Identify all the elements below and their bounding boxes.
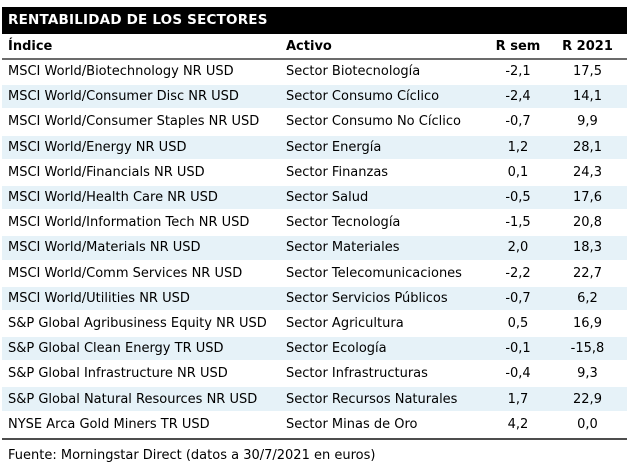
cell-activo: Sector Consumo No Cíclico (280, 110, 488, 136)
table-header: Índice Activo R sem R 2021 (2, 34, 627, 60)
cell-activo: Sector Ecología (280, 337, 488, 363)
cell-activo: Sector Biotecnología (280, 60, 488, 86)
cell-r-sem: 0,5 (488, 312, 548, 338)
table-body: MSCI World/Biotechnology NR USD Sector Bi… (2, 60, 627, 438)
table-row: S&P Global Infrastructure NR USD Sector I… (2, 362, 627, 388)
cell-r-sem: 4,2 (488, 413, 548, 438)
cell-activo: Sector Materiales (280, 236, 488, 262)
table-row: MSCI World/Information Tech NR USD Sector… (2, 211, 627, 237)
cell-r-sem: 1,7 (488, 387, 548, 413)
cell-indice: MSCI World/Health Care NR USD (2, 185, 280, 212)
column-header-indice: Índice (2, 34, 280, 60)
source-note: Fuente: Morningstar Direct (datos a 30/7… (8, 447, 376, 463)
table-row: MSCI World/Energy NR USD Sector Energía 1,… (2, 135, 627, 161)
cell-activo: Sector Minas de Oro (280, 413, 488, 438)
cell-r-2021: 22,9 (548, 387, 627, 413)
cell-r-2021: 18,3 (548, 236, 627, 262)
cell-r-sem: -0,1 (488, 337, 548, 363)
table-row: MSCI World/Financials NR USD Sector Finan… (2, 161, 627, 186)
cell-r-sem: -0,5 (488, 185, 548, 212)
cell-r-sem: 0,1 (488, 161, 548, 186)
cell-indice: MSCI World/Consumer Staples NR USD (2, 110, 280, 136)
cell-indice: S&P Global Natural Resources NR USD (2, 387, 280, 413)
cell-indice: S&P Global Infrastructure NR USD (2, 362, 280, 388)
cell-activo: Sector Telecomunicaciones (280, 262, 488, 287)
cell-r-sem: 2,0 (488, 236, 548, 262)
cell-indice: MSCI World/Consumer Disc NR USD (2, 85, 280, 111)
cell-r-sem: -2,1 (488, 60, 548, 86)
cell-activo: Sector Tecnología (280, 211, 488, 237)
cell-r-2021: 17,5 (548, 60, 627, 86)
cell-r-sem: -0,4 (488, 362, 548, 388)
cell-r-2021: 20,8 (548, 211, 627, 237)
sector-returns-table: Índice Activo R sem R 2021 MSCI World/Bi… (2, 34, 627, 438)
cell-r-sem: -2,2 (488, 262, 548, 287)
cell-r-2021: 0,0 (548, 413, 627, 438)
cell-r-2021: 9,3 (548, 362, 627, 388)
cell-indice: MSCI World/Biotechnology NR USD (2, 60, 280, 86)
cell-r-sem: 1,2 (488, 135, 548, 161)
cell-indice: MSCI World/Energy NR USD (2, 135, 280, 161)
cell-r-2021: 6,2 (548, 286, 627, 312)
table-row: NYSE Arca Gold Miners TR USD Sector Minas… (2, 413, 627, 438)
cell-r-2021: 9,9 (548, 110, 627, 136)
cell-indice: MSCI World/Utilities NR USD (2, 286, 280, 312)
cell-r-2021: 16,9 (548, 312, 627, 338)
panel-title: RENTABILIDAD DE LOS SECTORES (2, 7, 627, 34)
cell-indice: MSCI World/Materials NR USD (2, 236, 280, 262)
table-row: S&P Global Clean Energy TR USD Sector Eco… (2, 337, 627, 363)
cell-activo: Sector Energía (280, 135, 488, 161)
cell-activo: Sector Agricultura (280, 312, 488, 338)
table-row: MSCI World/Comm Services NR USD Sector Te… (2, 262, 627, 287)
cell-r-sem: -0,7 (488, 286, 548, 312)
table-row: MSCI World/Materials NR USD Sector Materi… (2, 236, 627, 262)
cell-activo: Sector Consumo Cíclico (280, 85, 488, 111)
cell-r-2021: 24,3 (548, 161, 627, 186)
cell-activo: Sector Infrastructuras (280, 362, 488, 388)
table-bottom-rule (2, 437, 627, 440)
cell-r-2021: 14,1 (548, 85, 627, 111)
table-row: MSCI World/Consumer Disc NR USD Sector Co… (2, 85, 627, 111)
cell-r-2021: 28,1 (548, 135, 627, 161)
cell-indice: MSCI World/Information Tech NR USD (2, 211, 280, 237)
cell-indice: S&P Global Clean Energy TR USD (2, 337, 280, 363)
cell-indice: S&P Global Agribusiness Equity NR USD (2, 312, 280, 338)
column-header-activo: Activo (280, 34, 488, 60)
cell-activo: Sector Recursos Naturales (280, 387, 488, 413)
table-row: S&P Global Agribusiness Equity NR USD Sec… (2, 312, 627, 338)
cell-r-sem: -0,7 (488, 110, 548, 136)
table-row: MSCI World/Consumer Staples NR USD Sector… (2, 110, 627, 136)
cell-indice: NYSE Arca Gold Miners TR USD (2, 413, 280, 438)
cell-activo: Sector Salud (280, 185, 488, 212)
cell-r-2021: 17,6 (548, 185, 627, 212)
cell-activo: Sector Finanzas (280, 161, 488, 186)
cell-r-2021: 22,7 (548, 262, 627, 287)
table-row: MSCI World/Utilities NR USD Sector Servic… (2, 286, 627, 312)
sector-returns-panel: RENTABILIDAD DE LOS SECTORES Índice Acti… (2, 7, 627, 463)
column-header-r-2021: R 2021 (548, 34, 627, 60)
table-row: S&P Global Natural Resources NR USD Secto… (2, 387, 627, 413)
table-row: MSCI World/Health Care NR USD Sector Salu… (2, 185, 627, 212)
cell-r-2021: -15,8 (548, 337, 627, 363)
cell-indice: MSCI World/Financials NR USD (2, 161, 280, 186)
table-row: MSCI World/Biotechnology NR USD Sector Bi… (2, 60, 627, 86)
column-header-r-sem: R sem (488, 34, 548, 60)
cell-indice: MSCI World/Comm Services NR USD (2, 262, 280, 287)
cell-r-sem: -2,4 (488, 85, 548, 111)
cell-r-sem: -1,5 (488, 211, 548, 237)
cell-activo: Sector Servicios Públicos (280, 286, 488, 312)
header-row: Índice Activo R sem R 2021 (2, 34, 627, 60)
